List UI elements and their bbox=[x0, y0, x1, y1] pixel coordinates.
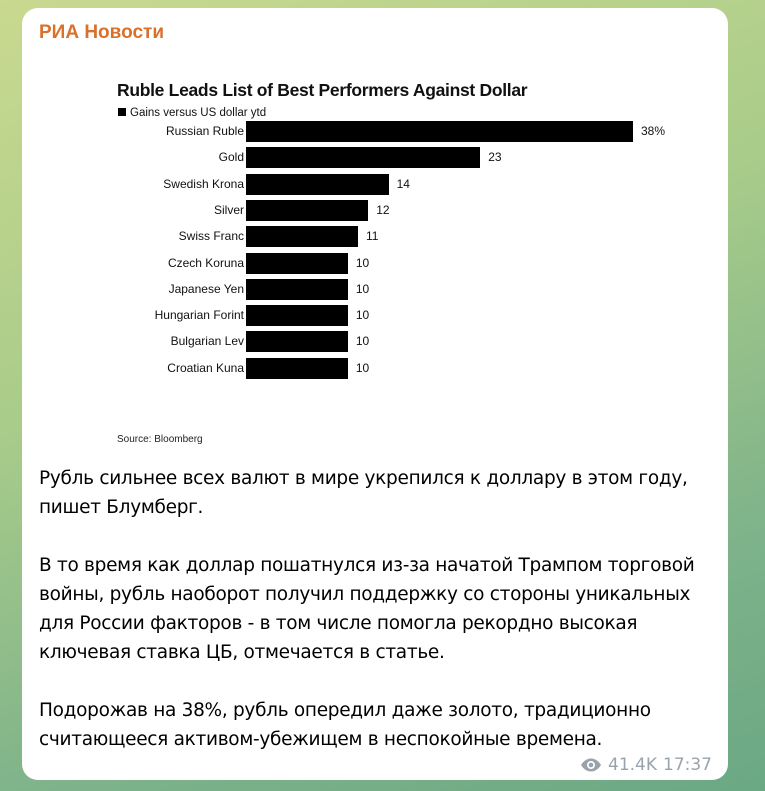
chart-row: Swiss Franc 11 bbox=[100, 226, 660, 248]
message-bubble: РИА Новости Ruble Leads List of Best Per… bbox=[22, 8, 728, 780]
message-text: Рубль сильнее всех валют в мире укрепилс… bbox=[39, 464, 719, 783]
chart-legend: Gains versus US dollar ytd bbox=[118, 107, 266, 119]
value-label: 14 bbox=[396, 176, 410, 191]
value-label: 10 bbox=[355, 334, 370, 349]
category-label: Bulgarian Lev bbox=[170, 334, 244, 349]
bar bbox=[246, 278, 348, 300]
chart-image[interactable]: Ruble Leads List of Best Performers Agai… bbox=[100, 60, 665, 460]
category-label: Silver bbox=[213, 202, 244, 217]
bar bbox=[246, 357, 348, 379]
bar bbox=[246, 331, 348, 353]
value-label: 10 bbox=[355, 360, 370, 375]
bar bbox=[246, 147, 481, 169]
category-label: Japanese Yen bbox=[168, 281, 244, 296]
view-count: 41.4K bbox=[608, 755, 657, 775]
paragraph: Рубль сильнее всех валют в мире укрепилс… bbox=[39, 468, 688, 518]
value-label: 11 bbox=[366, 229, 379, 244]
legend-swatch bbox=[118, 108, 126, 116]
chart-row: Russian Ruble 38% bbox=[100, 121, 665, 142]
bar bbox=[246, 173, 389, 195]
chart-row: Silver 12 bbox=[100, 199, 660, 221]
category-label: Croatian Kuna bbox=[167, 360, 244, 375]
chart-row: Swedish Krona 14 bbox=[100, 173, 660, 195]
channel-name[interactable]: РИА Новости bbox=[39, 22, 164, 43]
message-meta: 41.4K 17:37 bbox=[580, 755, 712, 775]
bar bbox=[246, 305, 348, 327]
chart-source: Source: Bloomberg bbox=[117, 434, 203, 445]
value-label: 38% bbox=[641, 124, 666, 138]
bar bbox=[246, 252, 348, 274]
category-label: Gold bbox=[218, 150, 244, 165]
bar bbox=[246, 199, 369, 221]
chart-row: Czech Koruna 10 bbox=[100, 252, 660, 274]
value-label: 10 bbox=[355, 281, 370, 296]
chart-row: Japanese Yen 10 bbox=[100, 278, 660, 300]
value-label: 23 bbox=[488, 150, 502, 165]
chart-row: Hungarian Forint 10 bbox=[100, 305, 660, 327]
category-label: Hungarian Forint bbox=[154, 308, 244, 323]
chart-title: Ruble Leads List of Best Performers Agai… bbox=[117, 80, 528, 100]
category-label: Swiss Franc bbox=[178, 229, 244, 244]
category-label: Swedish Krona bbox=[163, 176, 244, 191]
category-label: Russian Ruble bbox=[165, 124, 244, 138]
chart-row: Gold 23 bbox=[100, 147, 660, 169]
eye-icon bbox=[581, 758, 601, 772]
category-label: Czech Koruna bbox=[167, 255, 244, 270]
chart-row: Bulgarian Lev 10 bbox=[100, 331, 660, 353]
chart-row: Croatian Kuna 10 bbox=[100, 357, 660, 379]
value-label: 12 bbox=[376, 202, 390, 217]
bar bbox=[246, 226, 359, 248]
message-time: 17:37 bbox=[663, 755, 712, 775]
paragraph: Подорожав на 38%, рубль опередил даже зо… bbox=[39, 700, 651, 750]
legend-label: Gains versus US dollar ytd bbox=[130, 107, 267, 119]
value-label: 10 bbox=[355, 308, 370, 323]
bar bbox=[246, 121, 633, 142]
value-label: 10 bbox=[355, 255, 370, 270]
paragraph: В то время как доллар пошатнулся из-за н… bbox=[39, 555, 695, 663]
